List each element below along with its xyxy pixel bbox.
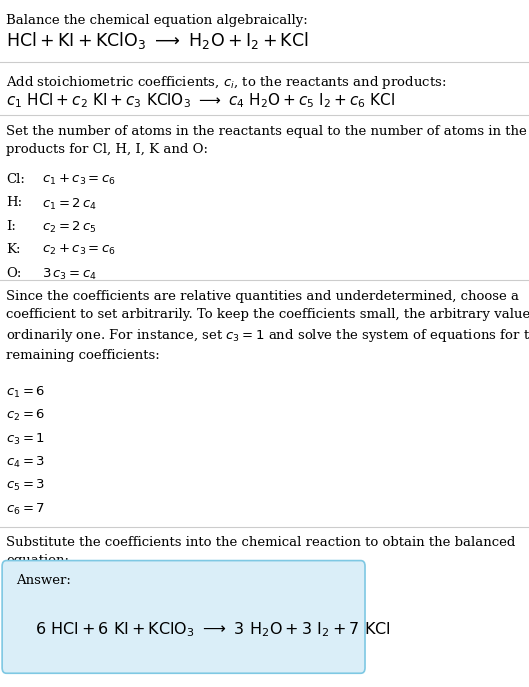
Text: $c_2 + c_3 = c_6$: $c_2 + c_3 = c_6$ [42, 243, 116, 258]
Text: $\mathsf{6\ HCl + 6\ KI + KClO_3 \ \longrightarrow \ 3\ H_2O + 3\ I_2 + 7\ KCl}$: $\mathsf{6\ HCl + 6\ KI + KClO_3 \ \long… [35, 620, 391, 640]
Text: Set the number of atoms in the reactants equal to the number of atoms in the
pro: Set the number of atoms in the reactants… [6, 125, 527, 156]
Text: $c_1\ \mathsf{HCl} + c_2\ \mathsf{KI} + c_3\ \mathsf{KClO_3} \ \longrightarrow \: $c_1\ \mathsf{HCl} + c_2\ \mathsf{KI} + … [6, 91, 396, 110]
FancyBboxPatch shape [2, 561, 365, 673]
Text: Answer:: Answer: [16, 574, 71, 587]
Text: $\mathsf{HCl + KI + KClO_3 \ \longrightarrow \ H_2O + I_2 + KCl}$: $\mathsf{HCl + KI + KClO_3 \ \longrighta… [6, 30, 309, 52]
Text: H:: H: [6, 196, 22, 210]
Text: Add stoichiometric coefficients, $c_i$, to the reactants and products:: Add stoichiometric coefficients, $c_i$, … [6, 74, 446, 91]
Text: Substitute the coefficients into the chemical reaction to obtain the balanced
eq: Substitute the coefficients into the che… [6, 536, 516, 567]
Text: I:: I: [6, 220, 16, 233]
Text: $c_5 = 3$: $c_5 = 3$ [6, 478, 45, 493]
Text: $c_3 = 1$: $c_3 = 1$ [6, 431, 45, 447]
Text: $3\,c_3 = c_4$: $3\,c_3 = c_4$ [42, 267, 97, 282]
Text: $c_4 = 3$: $c_4 = 3$ [6, 455, 45, 470]
Text: $c_1 = 2\,c_4$: $c_1 = 2\,c_4$ [42, 196, 97, 212]
Text: Since the coefficients are relative quantities and underdetermined, choose a
coe: Since the coefficients are relative quan… [6, 290, 529, 362]
Text: $c_2 = 2\,c_5$: $c_2 = 2\,c_5$ [42, 220, 97, 235]
Text: K:: K: [6, 243, 21, 256]
Text: $c_6 = 7$: $c_6 = 7$ [6, 502, 45, 517]
Text: Cl:: Cl: [6, 173, 25, 186]
Text: $c_1 = 6$: $c_1 = 6$ [6, 385, 45, 400]
Text: Balance the chemical equation algebraically:: Balance the chemical equation algebraica… [6, 14, 308, 27]
Text: $c_2 = 6$: $c_2 = 6$ [6, 408, 45, 423]
Text: O:: O: [6, 267, 22, 280]
Text: $c_1 + c_3 = c_6$: $c_1 + c_3 = c_6$ [42, 173, 116, 188]
